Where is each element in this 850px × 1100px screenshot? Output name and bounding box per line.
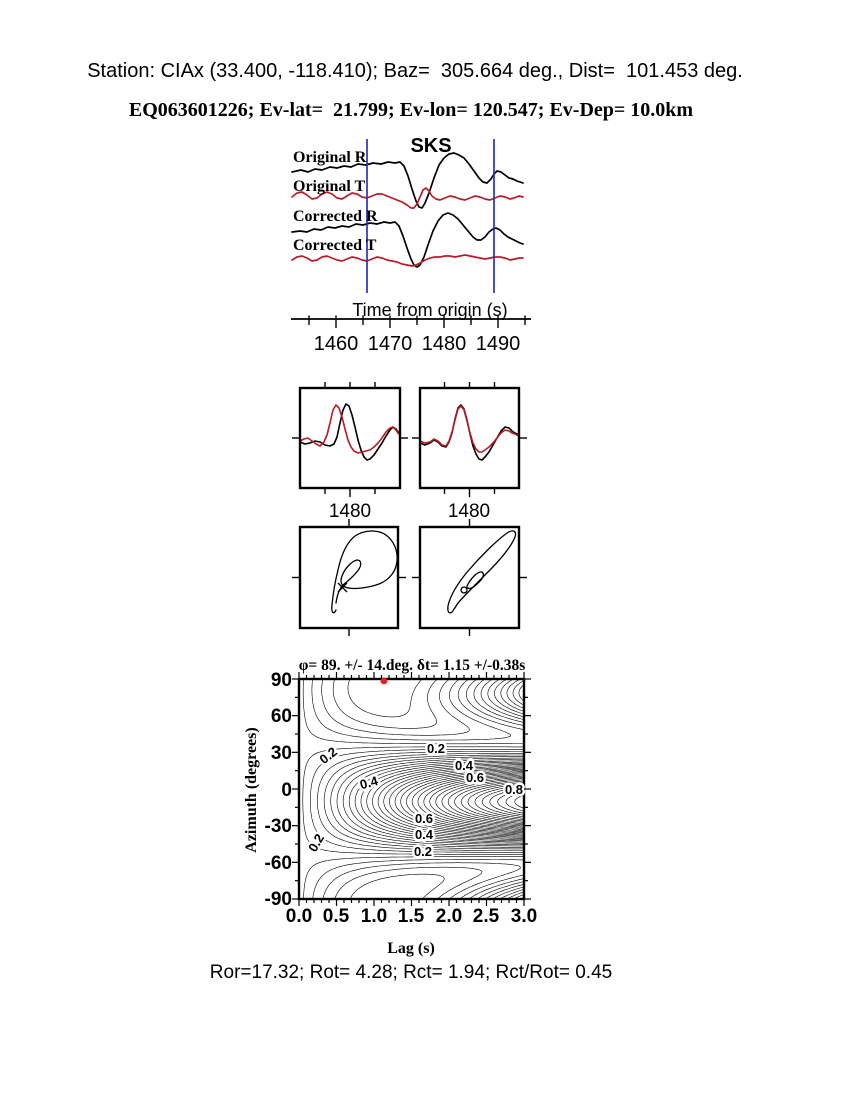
contour-line bbox=[411, 772, 525, 831]
contour-panel: φ= 89. +/- 14.deg. δt= 1.15 +/-0.38s 0.2… bbox=[243, 657, 537, 957]
pair-left-tick-label: 1480 bbox=[329, 501, 371, 522]
contour-line bbox=[310, 678, 525, 900]
y-tick-n90: -90 bbox=[265, 889, 292, 910]
contour-line bbox=[400, 770, 525, 834]
pair-right-tick-label: 1480 bbox=[448, 501, 490, 522]
contour-line bbox=[389, 767, 525, 836]
tick-marks bbox=[292, 315, 531, 906]
event-header: EQ063601226; Ev-lat= 21.799; Ev-lon= 120… bbox=[129, 99, 694, 121]
trace-corrected-t bbox=[291, 254, 524, 267]
particle-motion-panel bbox=[298, 525, 521, 630]
contour-line bbox=[435, 776, 525, 827]
contour-label: 0.2 bbox=[427, 741, 445, 756]
quality-stats: Ror=17.32; Rot= 4.28; Rct= 1.94; Rct/Rot… bbox=[210, 962, 612, 983]
particle-motion-corrected-inner bbox=[466, 571, 484, 590]
time-axis-label: Time from origin (s) bbox=[352, 300, 507, 320]
contour-field bbox=[302, 678, 525, 900]
contour-line bbox=[481, 786, 525, 818]
lag-axis-label: Lag (s) bbox=[387, 940, 435, 957]
y-tick-n60: -60 bbox=[265, 853, 292, 874]
contour-line bbox=[417, 773, 525, 830]
contour-label: 0.2 bbox=[414, 844, 432, 859]
trace-layer bbox=[291, 152, 524, 461]
contour-line bbox=[330, 678, 525, 900]
contour-line bbox=[317, 678, 525, 900]
trace-original-t bbox=[291, 187, 524, 209]
waveform-panel: SKS Original R Original T Corrected R Co… bbox=[291, 135, 531, 461]
particle-motion-corrected bbox=[447, 530, 517, 614]
x-tick-0.0: 0.0 bbox=[286, 906, 312, 927]
start-cross-marker bbox=[337, 582, 348, 593]
contour-line bbox=[383, 766, 525, 837]
y-tick-n30: -30 bbox=[265, 816, 292, 837]
particle-loops bbox=[331, 530, 517, 614]
best-fit-marker bbox=[380, 677, 388, 685]
contour-label: 0.6 bbox=[415, 811, 433, 826]
contour-label: 0.2 bbox=[305, 831, 327, 854]
azimuth-axis-label: Azimuth (degrees) bbox=[243, 727, 260, 852]
contour-line bbox=[497, 789, 525, 814]
x-tick-2.0: 2.0 bbox=[436, 906, 462, 927]
time-tick-1470: 1470 bbox=[368, 333, 413, 355]
y-tick-0: 0 bbox=[281, 780, 292, 801]
time-tick-1490: 1490 bbox=[476, 333, 521, 355]
contour-label: 0.4 bbox=[455, 758, 474, 773]
contour-label: 0.8 bbox=[505, 782, 523, 797]
contour-line bbox=[467, 783, 525, 821]
y-tick-60: 60 bbox=[271, 706, 292, 727]
contour-line bbox=[423, 774, 525, 829]
contour-line bbox=[311, 678, 525, 900]
station-header: Station: CIAx (33.400, -118.410); Baz= 3… bbox=[87, 60, 743, 82]
contour-line bbox=[360, 761, 524, 842]
particle-box-corrected bbox=[418, 525, 521, 630]
x-tick-0.5: 0.5 bbox=[323, 906, 350, 927]
particle-motion-original bbox=[331, 530, 398, 614]
contour-line bbox=[441, 778, 525, 826]
contour-line bbox=[342, 678, 525, 900]
x-tick-3.0: 3.0 bbox=[511, 906, 537, 927]
x-tick-1.0: 1.0 bbox=[361, 906, 387, 927]
contour-label: 0.4 bbox=[415, 827, 434, 842]
trace-label-corrected-t: Corrected T bbox=[293, 237, 377, 254]
time-tick-1460: 1460 bbox=[314, 333, 359, 355]
phase-label: SKS bbox=[410, 135, 451, 157]
pair-box-corrected bbox=[418, 386, 521, 490]
contour-label: 0.6 bbox=[466, 770, 484, 785]
y-tick-90: 90 bbox=[271, 670, 292, 691]
contour-title: φ= 89. +/- 14.deg. δt= 1.15 +/-0.38s bbox=[299, 657, 526, 674]
contour-line bbox=[372, 764, 525, 839]
x-tick-2.5: 2.5 bbox=[473, 906, 500, 927]
start-circle-marker bbox=[460, 586, 468, 594]
pair-left-fast bbox=[299, 404, 401, 454]
contour-line bbox=[489, 788, 525, 816]
contour-line bbox=[454, 780, 525, 823]
contour-line bbox=[514, 794, 525, 809]
y-tick-30: 30 bbox=[271, 743, 292, 764]
pair-right-fast bbox=[419, 405, 520, 453]
contour-line bbox=[394, 768, 525, 835]
trace-label-corrected-r: Corrected R bbox=[293, 208, 378, 225]
time-tick-1480: 1480 bbox=[422, 333, 467, 355]
contour-line bbox=[460, 781, 525, 822]
contour-line bbox=[474, 784, 525, 819]
contour-label: 0.2 bbox=[316, 744, 339, 767]
contour-line bbox=[406, 771, 525, 832]
trace-label-original-t: Original T bbox=[293, 178, 365, 195]
x-tick-1.5: 1.5 bbox=[398, 906, 425, 927]
trace-label-original-r: Original R bbox=[293, 149, 367, 166]
contour-line bbox=[377, 765, 525, 838]
trace-original-r bbox=[291, 152, 524, 209]
pair-left-slow bbox=[299, 403, 401, 461]
contour-line bbox=[323, 678, 525, 900]
contour-line bbox=[336, 678, 525, 900]
